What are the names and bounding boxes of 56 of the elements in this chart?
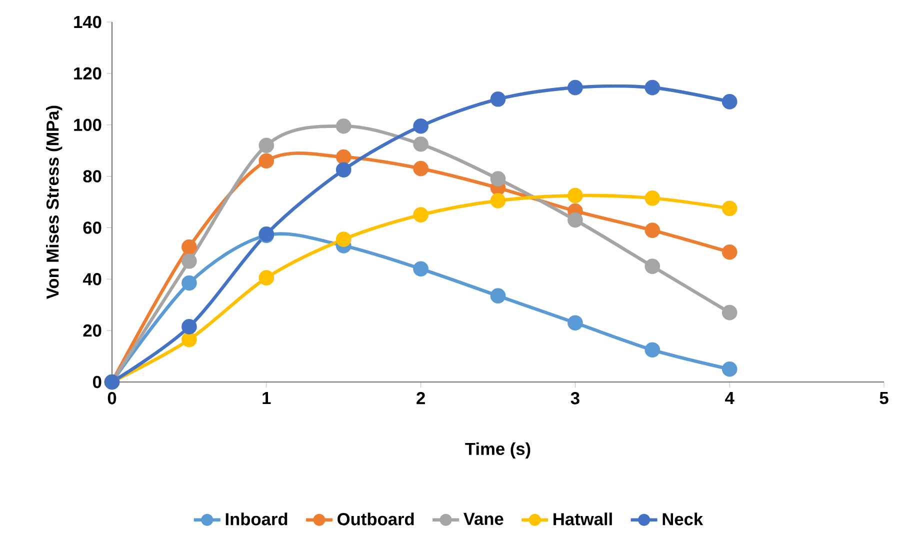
y-tick-label: 40 [82, 273, 102, 286]
point [490, 91, 506, 107]
point [182, 253, 197, 269]
y-tick-label: 20 [83, 324, 102, 337]
y-tick-label: 80 [83, 170, 102, 182]
legend-label: Neck [662, 512, 704, 526]
point [722, 304, 738, 320]
point [568, 212, 583, 228]
point [182, 332, 197, 348]
x-tick-label: 3 [570, 392, 580, 404]
point [336, 232, 352, 247]
point [490, 171, 506, 187]
point [336, 118, 352, 134]
point [182, 275, 197, 291]
point [644, 80, 660, 96]
point [722, 94, 738, 110]
legend-label: Outboard [338, 512, 414, 526]
point [182, 239, 197, 255]
x-tick-label: 1 [262, 392, 271, 404]
point [413, 261, 428, 277]
point [644, 258, 660, 274]
x-tick-label: 4 [725, 392, 734, 404]
point [413, 136, 428, 152]
y-tick-label: 120 [74, 67, 102, 80]
x-tick-label: 0 [108, 392, 116, 404]
y-tick-label: 140 [74, 16, 102, 28]
point [568, 315, 583, 331]
point [644, 342, 660, 358]
point [722, 361, 738, 377]
point [568, 188, 583, 204]
y-tick-label: 100 [74, 118, 102, 131]
point [644, 190, 660, 206]
point [644, 222, 660, 238]
point [568, 80, 583, 96]
point [413, 207, 428, 223]
legend-label: Inboard [226, 512, 288, 526]
point [258, 153, 274, 169]
point [182, 319, 197, 334]
point [258, 270, 274, 286]
y-tick-label: 0 [93, 376, 102, 388]
legend-label: Hatwall [554, 512, 612, 526]
point [258, 138, 274, 154]
point [336, 162, 352, 178]
y-tick-label: 60 [83, 222, 102, 234]
point [722, 244, 738, 260]
point [722, 200, 738, 216]
y-axis-title: Von Mises Stress (MPa) [46, 106, 62, 300]
point [490, 288, 506, 304]
point [413, 160, 428, 176]
point [336, 149, 352, 165]
x-tick-label: 5 [880, 392, 888, 404]
legend-label: Vane [464, 512, 504, 526]
x-axis-title: Time (s) [465, 442, 530, 458]
point [490, 193, 506, 208]
x-tick-label: 2 [416, 392, 425, 404]
point [413, 118, 428, 134]
